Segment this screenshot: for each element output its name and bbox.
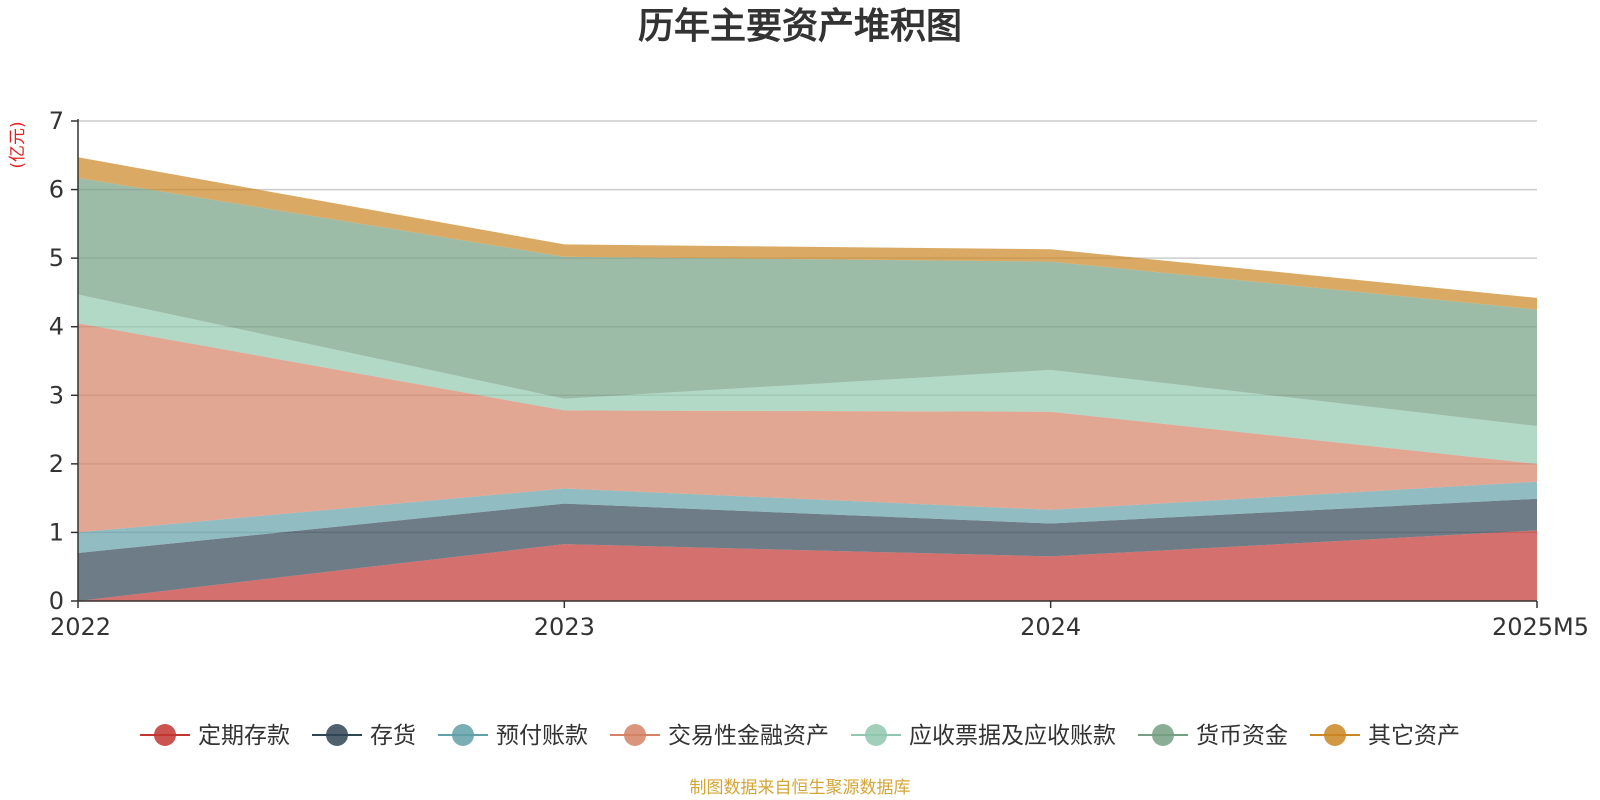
y-tick-label: 0 bbox=[49, 587, 64, 615]
area-存货 bbox=[78, 498, 1537, 601]
legend-item-预付账款[interactable]: 预付账款 bbox=[438, 723, 588, 749]
legend-marker bbox=[1324, 724, 1346, 746]
legend-label: 定期存款 bbox=[198, 723, 290, 749]
y-tick-label: 6 bbox=[49, 176, 64, 204]
legend-item-存货[interactable]: 存货 bbox=[312, 723, 416, 749]
y-tick-label: 1 bbox=[49, 518, 64, 546]
legend-item-其它资产[interactable]: 其它资产 bbox=[1310, 723, 1460, 749]
x-tick-label: 2022 bbox=[50, 613, 111, 641]
area-series bbox=[78, 157, 1537, 601]
legend-marker bbox=[1152, 724, 1174, 746]
area-货币资金 bbox=[78, 177, 1537, 427]
legend-item-定期存款[interactable]: 定期存款 bbox=[140, 723, 290, 749]
y-tick-label: 3 bbox=[49, 381, 64, 409]
legend-label: 其它资产 bbox=[1368, 723, 1460, 749]
legend-label: 预付账款 bbox=[496, 723, 588, 749]
y-tick-label: 4 bbox=[49, 313, 64, 341]
legend-marker bbox=[154, 724, 176, 746]
legend-marker bbox=[865, 724, 887, 746]
legend-label: 货币资金 bbox=[1196, 723, 1288, 749]
legend-item-应收票据及应收账款[interactable]: 应收票据及应收账款 bbox=[851, 723, 1116, 749]
legend-label: 交易性金融资产 bbox=[668, 723, 829, 749]
chart-title: 历年主要资产堆积图 bbox=[638, 6, 962, 47]
x-tick-label: 2025M5 bbox=[1492, 613, 1589, 641]
legend-label: 存货 bbox=[370, 723, 416, 749]
y-tick-label: 2 bbox=[49, 450, 64, 478]
legend-item-交易性金融资产[interactable]: 交易性金融资产 bbox=[610, 723, 829, 749]
legend[interactable]: 定期存款 存货 预付账款 交易性金融资产 应收票据及应收账款 货币资金 其它资产 bbox=[140, 723, 1460, 749]
x-tick-label: 2024 bbox=[1020, 613, 1081, 641]
y-tick-label: 7 bbox=[49, 107, 64, 135]
area-应收票据及应收账款 bbox=[78, 294, 1537, 464]
data-source-note: 制图数据来自恒生聚源数据库 bbox=[690, 778, 911, 798]
area-交易性金融资产 bbox=[78, 323, 1537, 533]
axes: 0 1 2 3 4 5 6 7 2022 2023 2024 2025M5 bbox=[49, 107, 1589, 641]
legend-marker bbox=[326, 724, 348, 746]
legend-marker bbox=[452, 724, 474, 746]
legend-label: 应收票据及应收账款 bbox=[909, 723, 1116, 749]
x-tick-label: 2023 bbox=[534, 613, 595, 641]
legend-item-货币资金[interactable]: 货币资金 bbox=[1138, 723, 1288, 749]
y-tick-label: 5 bbox=[49, 244, 64, 272]
legend-marker bbox=[624, 724, 646, 746]
y-axis-unit: (亿元) bbox=[8, 121, 28, 168]
area-其它资产 bbox=[78, 157, 1537, 310]
area-预付账款 bbox=[78, 481, 1537, 553]
area-定期存款 bbox=[78, 530, 1537, 601]
